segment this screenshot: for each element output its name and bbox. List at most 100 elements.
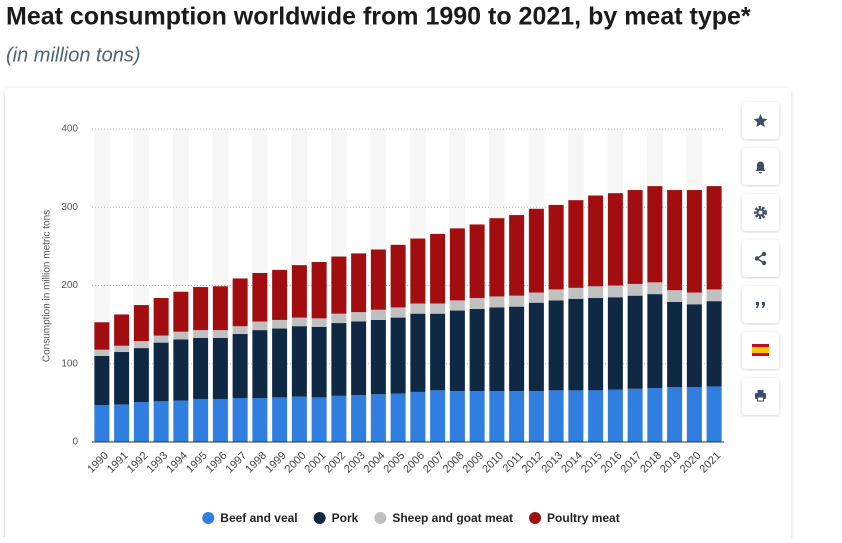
- bar-segment: [351, 312, 367, 322]
- bar-segment: [489, 391, 505, 442]
- legend-marker: [313, 512, 326, 524]
- bar-segment: [410, 238, 426, 304]
- bar-segment: [311, 262, 327, 319]
- bar-segment: [252, 272, 268, 322]
- bar-segment: [193, 287, 209, 331]
- bar-segment: [647, 186, 663, 283]
- bar-segment: [528, 292, 544, 303]
- bar-segment: [489, 218, 505, 297]
- legend-item[interactable]: Pork: [313, 511, 359, 525]
- bar-segment: [647, 294, 663, 389]
- y-tick-label: 300: [61, 202, 78, 213]
- bar-segment: [430, 390, 446, 442]
- bar-segment: [647, 282, 663, 295]
- bar-segment: [311, 397, 327, 442]
- y-tick-label: 100: [61, 358, 78, 369]
- bar-segment: [469, 298, 485, 309]
- bar-segment: [449, 300, 465, 311]
- bar-segment: [568, 287, 584, 299]
- bar-segment: [212, 286, 228, 331]
- bar-segment: [469, 308, 485, 392]
- bar-segment: [351, 321, 367, 396]
- bar-segment: [370, 309, 386, 320]
- bar-segment: [469, 391, 485, 442]
- bar-segment: [686, 387, 702, 442]
- bar-segment: [390, 393, 406, 442]
- bar-segment: [114, 314, 130, 346]
- bar-segment: [94, 322, 110, 350]
- bar-segment: [706, 289, 722, 302]
- bar-segment: [588, 390, 604, 442]
- legend-item[interactable]: Beef and veal: [202, 511, 298, 525]
- legend-marker: [202, 512, 215, 524]
- y-tick-label: 200: [61, 280, 78, 291]
- bar-segment: [627, 283, 643, 296]
- bar-segment: [568, 200, 584, 288]
- bar-segment: [548, 204, 564, 290]
- bar-segment: [173, 331, 189, 340]
- bar-segment: [667, 190, 683, 291]
- bar-segment: [528, 302, 544, 392]
- bar-segment: [114, 352, 130, 405]
- bar-segment: [311, 318, 327, 327]
- bar-segment: [153, 342, 169, 402]
- notification-button[interactable]: [742, 148, 779, 185]
- bar-segment: [212, 330, 228, 338]
- bar-segment: [607, 389, 623, 442]
- bar-segment: [528, 391, 544, 442]
- bar-segment: [627, 295, 643, 389]
- bar-segment: [114, 404, 130, 442]
- bar-segment: [667, 290, 683, 302]
- bar-segment: [370, 394, 386, 442]
- bar-segment: [667, 387, 683, 442]
- cite-button[interactable]: [742, 286, 779, 323]
- legend-item[interactable]: Poultry meat: [529, 511, 620, 525]
- bar-segment: [212, 398, 228, 442]
- bar-segment: [686, 190, 702, 293]
- bar-segment: [390, 307, 406, 318]
- bar-segment: [509, 215, 525, 296]
- bar-segment: [252, 330, 268, 399]
- toolbar: [742, 102, 779, 415]
- favorite-button[interactable]: [742, 102, 779, 139]
- bar-segment: [430, 303, 446, 314]
- print-button[interactable]: [742, 378, 779, 415]
- bar-segment: [331, 313, 347, 324]
- y-tick-label: 0: [72, 437, 78, 448]
- bar-segment: [509, 306, 525, 392]
- bar-segment: [94, 405, 110, 442]
- bar-segment: [607, 285, 623, 298]
- chart-title: Meat consumption worldwide from 1990 to …: [6, 3, 751, 31]
- bar-segment: [607, 193, 623, 286]
- bar-segment: [193, 337, 209, 399]
- bar-segment: [390, 317, 406, 394]
- legend-item[interactable]: Sheep and goat meat: [374, 511, 513, 525]
- share-button[interactable]: [742, 240, 779, 277]
- bar-segment: [173, 400, 189, 442]
- bar-segment: [509, 295, 525, 307]
- bar-segment: [133, 341, 149, 349]
- legend-label: Beef and veal: [220, 511, 297, 525]
- bar-segment: [686, 292, 702, 305]
- bar-segment: [430, 233, 446, 304]
- bar-segment: [706, 386, 722, 442]
- bar-segment: [370, 249, 386, 310]
- bar-segment: [568, 298, 584, 391]
- bar-segment: [232, 326, 248, 335]
- bar-segment: [449, 310, 465, 392]
- language-button[interactable]: [742, 332, 779, 369]
- bar-segment: [627, 190, 643, 284]
- bar-segment: [706, 186, 722, 290]
- bar-segment: [232, 278, 248, 327]
- bar-segment: [232, 398, 248, 442]
- bar-segment: [489, 296, 505, 308]
- bar-segment: [272, 319, 288, 329]
- bar-segment: [351, 253, 367, 313]
- bar-segment: [252, 321, 268, 331]
- bar-segment: [370, 319, 386, 395]
- bar-segment: [94, 349, 110, 356]
- bar-segment: [133, 348, 149, 403]
- settings-button[interactable]: [742, 194, 779, 231]
- plot: 0100200300400199019911992199319941995199…: [61, 124, 724, 475]
